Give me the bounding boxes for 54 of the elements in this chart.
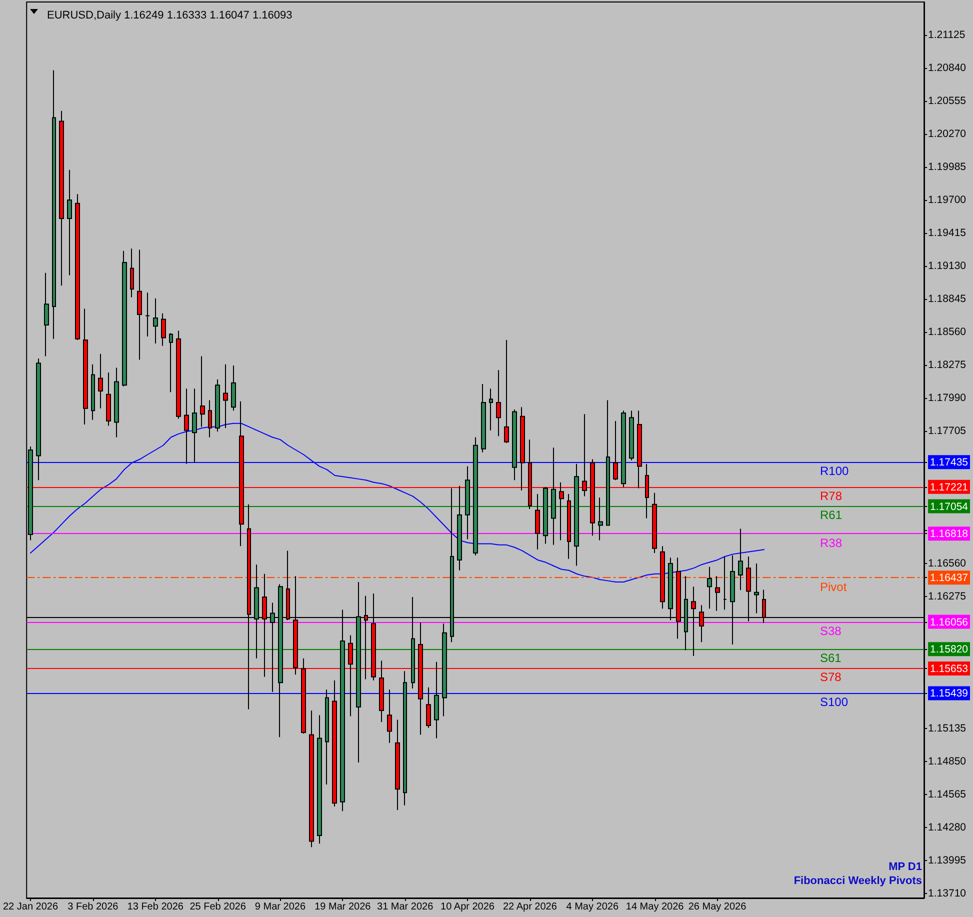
text: EURUSD,Daily 1.16249 1.16333 1.16047 1.16093: [47, 10, 292, 22]
y-tick-label: 1.14565: [928, 788, 966, 800]
y-tick-label: 1.15653: [930, 662, 968, 675]
x-tick-label: 14 May 2026: [626, 902, 684, 912]
y-tick-label: 1.15135: [928, 722, 966, 734]
y-tick-label: 1.17705: [928, 424, 966, 437]
x-tick-label: 10 Apr 2026: [440, 902, 495, 912]
y-tick-label: 1.16275: [928, 590, 966, 602]
ref-line-label: Pivot: [820, 580, 847, 594]
text: MP D1: [888, 860, 922, 874]
y-tick-label: 1.18275: [928, 358, 966, 371]
y-tick-label: 1.20840: [928, 62, 966, 74]
ref-line-label: R61: [820, 508, 842, 522]
y-tick-label: 1.15439: [930, 688, 968, 700]
y-tick-label: 1.15820: [930, 644, 968, 656]
y-tick-label: 1.13710: [928, 887, 966, 900]
ref-line-label: R78: [820, 488, 842, 503]
y-tick-label: 1.19130: [928, 260, 966, 272]
y-tick-label: 1.16056: [930, 616, 968, 628]
ref-line-label: R38: [820, 536, 842, 550]
x-tick-label: 13 Feb 2026: [127, 902, 184, 912]
ref-line-label: S61: [820, 651, 842, 666]
text: Fibonacci Weekly Pivots: [794, 874, 922, 888]
ref-line-label: S78: [820, 670, 842, 684]
y-tick-label: 1.13995: [928, 854, 966, 866]
y-tick-label: 1.16560: [928, 557, 966, 570]
y-tick-label: 1.20270: [928, 128, 966, 140]
y-tick-label: 1.21125: [928, 28, 966, 41]
x-tick-label: 3 Feb 2026: [68, 902, 119, 912]
x-tick-label: 22 Apr 2026: [502, 902, 558, 912]
ref-line-label: S38: [820, 624, 842, 638]
x-tick-label: 31 Mar 2026: [377, 902, 434, 912]
y-tick-label: 1.14280: [928, 821, 966, 834]
y-tick-label: 1.20555: [928, 94, 966, 107]
x-tick-label: 26 May 2026: [688, 902, 747, 912]
ref-line-label: S100: [820, 695, 848, 710]
y-tick-label: 1.17221: [930, 481, 968, 494]
y-tick-label: 1.18560: [928, 326, 966, 338]
x-tick-label: 4 May 2026: [566, 902, 619, 912]
y-tick-label: 1.16437: [930, 572, 968, 584]
y-tick-label: 1.19985: [928, 160, 966, 173]
y-tick-label: 1.18845: [928, 292, 966, 305]
x-tick-label: 22 Jan 2026: [2, 902, 58, 912]
y-tick-label: 1.16818: [930, 528, 968, 540]
x-tick-label: 19 Mar 2026: [314, 902, 372, 912]
y-tick-label: 1.14850: [928, 755, 966, 768]
x-tick-label: 25 Feb 2026: [190, 902, 246, 912]
y-tick-label: 1.17054: [930, 500, 968, 513]
y-tick-label: 1.17990: [928, 392, 966, 404]
y-tick-label: 1.17435: [930, 456, 968, 469]
y-tick-label: 1.19700: [928, 194, 966, 206]
x-tick-label: 9 Mar 2026: [254, 902, 306, 912]
y-tick-label: 1.19415: [928, 226, 966, 239]
ref-line-label: R100: [820, 464, 849, 478]
